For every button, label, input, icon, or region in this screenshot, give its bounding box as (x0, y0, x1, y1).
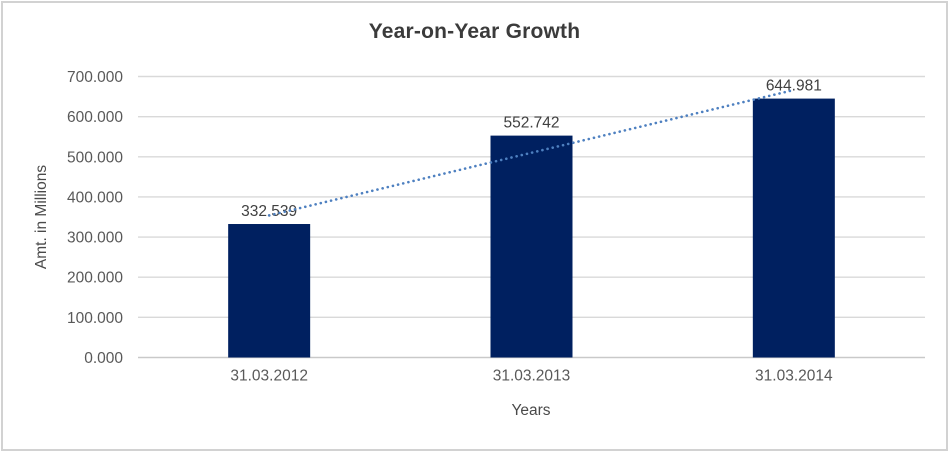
y-tick-label: 100.000 (67, 310, 123, 327)
y-tick-label: 400.000 (67, 189, 123, 206)
data-label: 644.981 (766, 78, 822, 95)
y-tick-label: 700.000 (67, 69, 123, 86)
data-label: 332.539 (241, 203, 297, 220)
y-tick-label: 200.000 (67, 270, 123, 287)
bar (752, 98, 835, 358)
chart-title: Year-on-Year Growth (368, 20, 581, 43)
y-tick-label: 500.000 (67, 149, 123, 166)
y-tick-label: 0.000 (84, 350, 123, 367)
x-tick-label: 31.03.2013 (493, 368, 571, 385)
x-tick-label: 31.03.2014 (755, 368, 833, 385)
trendline (267, 88, 796, 217)
y-tick-label: 600.000 (67, 109, 123, 126)
y-tick-label: 300.000 (67, 230, 123, 247)
data-label: 552.742 (503, 115, 559, 132)
x-axis-title: Years (511, 402, 551, 419)
x-tick-label: 31.03.2012 (230, 368, 308, 385)
bar (490, 135, 573, 358)
bar (228, 224, 311, 358)
